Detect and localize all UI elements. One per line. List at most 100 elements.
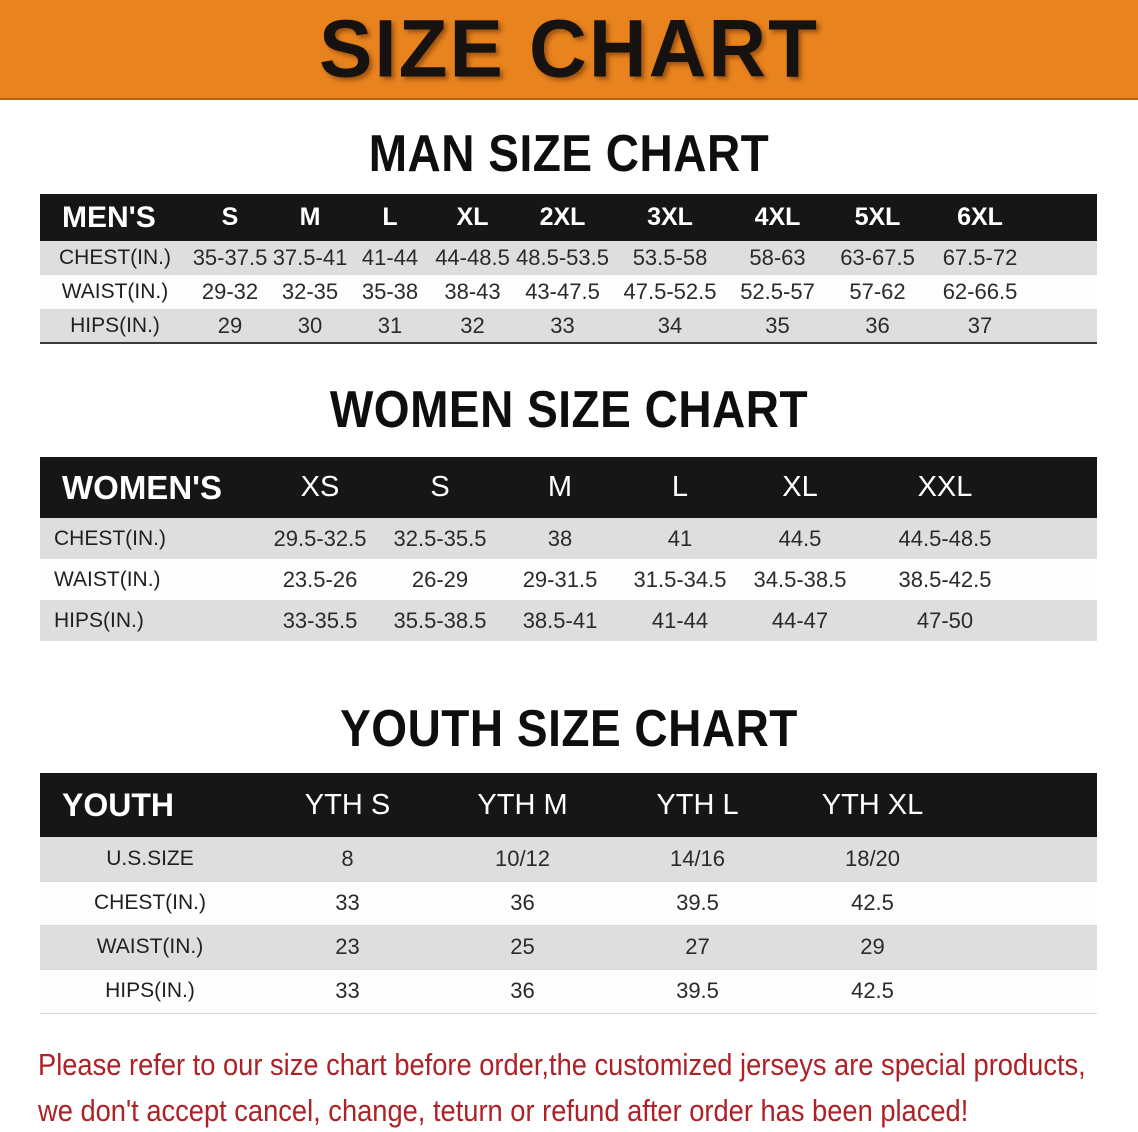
men-size-table: MEN'S S M L XL 2XL 3XL 4XL 5XL 6XL CHEST… xyxy=(40,194,1097,344)
page-title: SIZE CHART xyxy=(319,3,819,94)
youth-size-header: YTH M xyxy=(435,773,610,837)
table-cell: 33-35.5 xyxy=(260,600,380,641)
table-cell: 36 xyxy=(435,968,610,1014)
table-cell: 53.5-58 xyxy=(610,241,730,275)
men-size-header: L xyxy=(350,194,430,241)
table-cell: 23.5-26 xyxy=(260,559,380,600)
disclaimer-note: Please refer to our size chart before or… xyxy=(0,1042,1138,1132)
women-section-heading-wrap: WOMEN SIZE CHART xyxy=(0,380,1138,438)
table-cell: 44-48.5 xyxy=(430,241,515,275)
disclaimer-line-2: we don't accept cancel, change, teturn o… xyxy=(38,1092,969,1128)
table-cell: 42.5 xyxy=(785,880,960,926)
table-cell: 38.5-42.5 xyxy=(860,559,1030,600)
table-cell: 32-35 xyxy=(270,275,350,309)
table-cell: 47-50 xyxy=(860,600,1030,641)
table-cell: 35 xyxy=(730,309,825,343)
table-cell: 58-63 xyxy=(730,241,825,275)
table-cell: 44.5 xyxy=(740,518,860,559)
women-size-header: L xyxy=(620,457,740,518)
youth-size-header: YTH S xyxy=(260,773,435,837)
table-cell: 62-66.5 xyxy=(930,275,1030,309)
filler-cell xyxy=(1030,241,1097,275)
row-label: HIPS(IN.) xyxy=(40,600,260,641)
women-size-header: M xyxy=(500,457,620,518)
women-size-header: XS xyxy=(260,457,380,518)
youth-corner-header: YOUTH xyxy=(40,773,260,837)
disclaimer-line-1: Please refer to our size chart before or… xyxy=(38,1046,1086,1082)
table-cell: 52.5-57 xyxy=(730,275,825,309)
filler-cell xyxy=(960,837,1097,881)
table-cell: 47.5-52.5 xyxy=(610,275,730,309)
youth-header-row: YOUTH YTH S YTH M YTH L YTH XL xyxy=(40,773,1097,837)
youth-size-table: YOUTH YTH S YTH M YTH L YTH XL U.S.SIZE … xyxy=(40,773,1097,1014)
table-cell: 27 xyxy=(610,925,785,969)
table-row: WAIST(IN.) 29-32 32-35 35-38 38-43 43-47… xyxy=(40,275,1097,309)
table-cell: 10/12 xyxy=(435,837,610,881)
table-cell: 25 xyxy=(435,925,610,969)
table-cell: 34 xyxy=(610,309,730,343)
table-cell: 43-47.5 xyxy=(515,275,610,309)
table-row: WAIST(IN.) 23 25 27 29 xyxy=(40,925,1097,969)
row-label: CHEST(IN.) xyxy=(40,241,190,275)
table-cell: 36 xyxy=(825,309,930,343)
table-cell: 41 xyxy=(620,518,740,559)
table-cell: 44.5-48.5 xyxy=(860,518,1030,559)
row-label: WAIST(IN.) xyxy=(40,559,260,600)
men-header-row: MEN'S S M L XL 2XL 3XL 4XL 5XL 6XL xyxy=(40,194,1097,241)
table-cell: 31.5-34.5 xyxy=(620,559,740,600)
women-size-header: XXL xyxy=(860,457,1030,518)
filler-cell xyxy=(960,968,1097,1014)
table-cell: 26-29 xyxy=(380,559,500,600)
filler-cell xyxy=(1030,457,1097,518)
table-cell: 34.5-38.5 xyxy=(740,559,860,600)
men-size-header: 5XL xyxy=(825,194,930,241)
table-row: U.S.SIZE 8 10/12 14/16 18/20 xyxy=(40,837,1097,881)
table-cell: 39.5 xyxy=(610,968,785,1014)
filler-cell xyxy=(1030,600,1097,641)
table-cell: 39.5 xyxy=(610,880,785,926)
men-size-header: S xyxy=(190,194,270,241)
table-cell: 35-38 xyxy=(350,275,430,309)
youth-size-header: YTH XL xyxy=(785,773,960,837)
table-cell: 44-47 xyxy=(740,600,860,641)
table-cell: 33 xyxy=(260,880,435,926)
women-corner-header: WOMEN'S xyxy=(40,457,260,518)
table-cell: 36 xyxy=(435,880,610,926)
table-cell: 29-32 xyxy=(190,275,270,309)
youth-section-heading-wrap: YOUTH SIZE CHART xyxy=(0,699,1138,757)
filler-cell xyxy=(960,925,1097,969)
row-label: WAIST(IN.) xyxy=(40,275,190,309)
filler-cell xyxy=(960,880,1097,926)
table-row: WAIST(IN.) 23.5-26 26-29 29-31.5 31.5-34… xyxy=(40,559,1097,600)
table-cell: 33 xyxy=(260,968,435,1014)
table-cell: 35-37.5 xyxy=(190,241,270,275)
filler-cell xyxy=(1030,518,1097,559)
row-label: HIPS(IN.) xyxy=(40,309,190,343)
table-cell: 32 xyxy=(430,309,515,343)
table-cell: 48.5-53.5 xyxy=(515,241,610,275)
filler-cell xyxy=(960,773,1097,837)
table-row: CHEST(IN.) 33 36 39.5 42.5 xyxy=(40,880,1097,926)
table-cell: 38.5-41 xyxy=(500,600,620,641)
table-row: HIPS(IN.) 33 36 39.5 42.5 xyxy=(40,968,1097,1014)
table-cell: 32.5-35.5 xyxy=(380,518,500,559)
table-cell: 31 xyxy=(350,309,430,343)
youth-size-header: YTH L xyxy=(610,773,785,837)
women-header-row: WOMEN'S XS S M L XL XXL xyxy=(40,457,1097,518)
table-cell: 29 xyxy=(785,925,960,969)
row-label: WAIST(IN.) xyxy=(40,925,260,969)
table-cell: 37 xyxy=(930,309,1030,343)
row-label: HIPS(IN.) xyxy=(40,968,260,1014)
man-section-heading-wrap: MAN SIZE CHART xyxy=(0,124,1138,182)
men-size-header: 4XL xyxy=(730,194,825,241)
men-size-header: 6XL xyxy=(930,194,1030,241)
table-cell: 18/20 xyxy=(785,837,960,881)
women-size-header: XL xyxy=(740,457,860,518)
table-cell: 42.5 xyxy=(785,968,960,1014)
table-cell: 35.5-38.5 xyxy=(380,600,500,641)
table-cell: 37.5-41 xyxy=(270,241,350,275)
filler-cell xyxy=(1030,309,1097,343)
women-size-chart-heading: WOMEN SIZE CHART xyxy=(329,379,809,439)
table-cell: 57-62 xyxy=(825,275,930,309)
